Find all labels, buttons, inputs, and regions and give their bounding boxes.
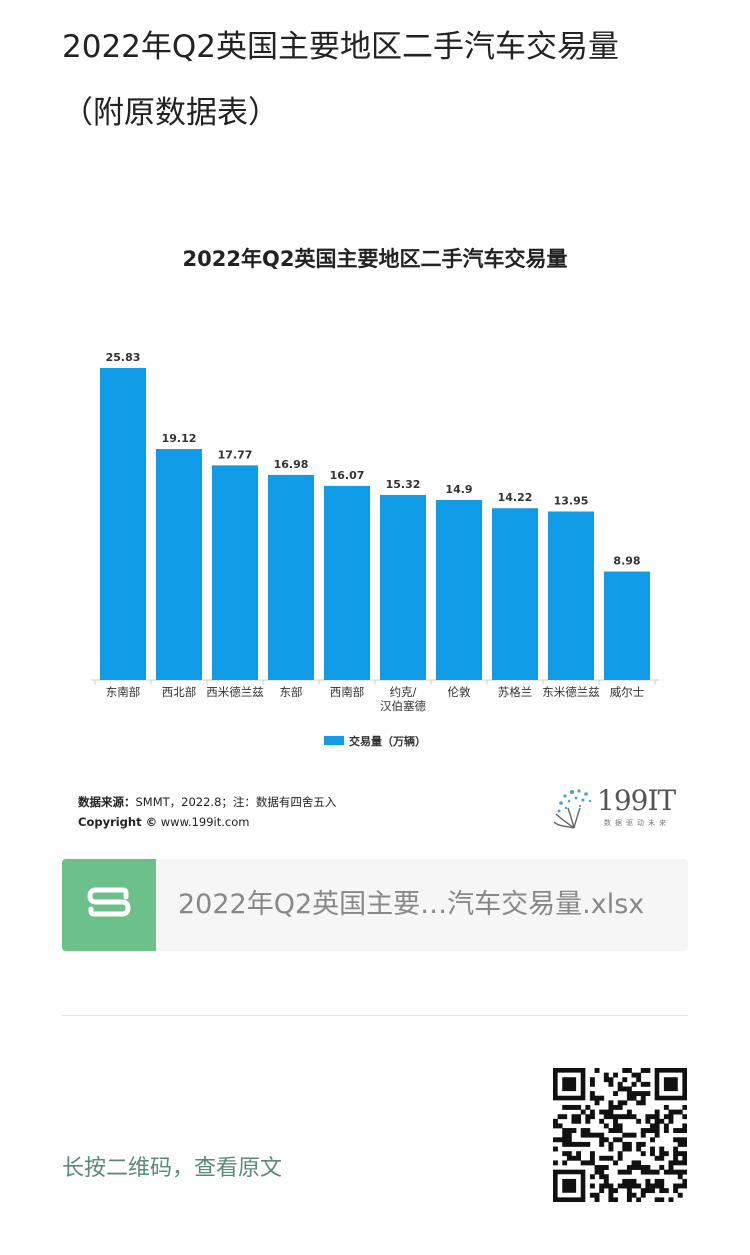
bar-0 [100,368,146,680]
chart-title: 2022年Q2英国主要地区二手汽车交易量 [183,247,568,271]
category-label-8: 东米德兰兹 [542,685,600,699]
bar-9 [604,571,650,680]
category-label-7: 苏格兰 [498,685,533,699]
page-title-line1: 2022年Q2英国主要地区二手汽车交易量 [62,29,620,65]
category-label-9: 威尔士 [610,685,645,699]
page-title-line2: （附原数据表） [62,95,279,131]
source-text: SMMT，2022.8；注：数据有四舍五入 [135,795,337,809]
data-label-5: 15.32 [386,478,421,491]
bar-7 [492,508,538,680]
copyright-line: Copyright © www.199it.com [78,812,336,832]
brand-logo: 199IT 数据驱动未来 [552,784,682,830]
copyright-text: www.199it.com [157,815,250,829]
page-title: 2022年Q2英国主要地区二手汽车交易量 （附原数据表） [62,14,702,146]
category-label-1: 西北部 [162,685,197,699]
divider [62,1015,688,1016]
bar-6 [436,500,482,680]
dandelion-logo-icon [553,789,592,829]
data-label-6: 14.9 [445,483,472,496]
bar-4 [324,485,370,680]
brand-name: 199IT [597,784,676,817]
source-block: 数据来源：SMMT，2022.8；注：数据有四舍五入 Copyright © w… [78,792,336,832]
data-label-2: 17.77 [218,448,253,461]
data-label-7: 14.22 [498,491,533,504]
bar-3 [268,474,314,680]
data-label-4: 16.07 [330,469,365,482]
bar-1 [156,449,202,680]
brand-tagline: 数据驱动未来 [604,819,670,827]
copyright-label: Copyright © [78,815,158,829]
qr-hint-text: 长按二维码，查看原文 [62,1156,283,1181]
category-label-6: 伦敦 [448,685,471,699]
bar-chart: 2022年Q2英国主要地区二手汽车交易量 25.83 东南部 19.12 西北部 17.7… [91,247,659,748]
bar-2 [212,465,258,680]
bar-8 [548,511,594,680]
attachment-file-card[interactable]: 2022年Q2英国主要…汽车交易量.xlsx [62,859,688,951]
legend-swatch [324,736,344,745]
data-label-9: 8.98 [613,555,640,568]
category-label-5: 汉伯塞德 [380,699,426,713]
data-label-8: 13.95 [554,494,589,507]
data-label-0: 25.83 [106,351,141,364]
legend-label: 交易量（万辆） [349,734,426,748]
spreadsheet-s-icon [62,859,156,951]
source-line: 数据来源：SMMT，2022.8；注：数据有四舍五入 [78,792,336,812]
data-label-3: 16.98 [274,458,309,471]
source-label: 数据来源： [78,795,136,809]
file-name: 2022年Q2英国主要…汽车交易量.xlsx [178,889,645,920]
data-label-1: 19.12 [162,432,197,445]
bar-5 [380,494,426,680]
category-label-4: 西南部 [330,685,365,699]
category-label-3: 东部 [280,685,303,699]
category-label-2: 西米德兰兹 [206,685,264,699]
chart-card: 2022年Q2英国主要地区二手汽车交易量 25.83 东南部 19.12 西北部 17.7… [62,226,688,846]
category-label-5: 约克/ [390,685,417,699]
category-label-0: 东南部 [106,685,141,699]
qr-code-icon[interactable] [553,1068,688,1203]
